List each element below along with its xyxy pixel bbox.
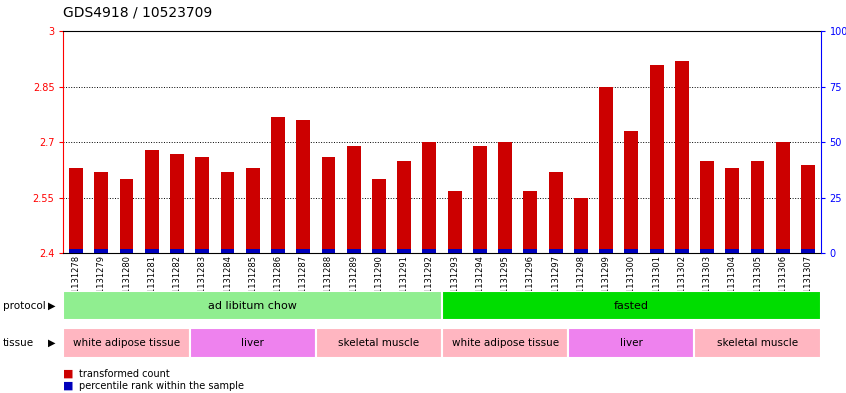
Bar [599, 87, 613, 253]
Bar [316, 328, 442, 358]
Bar [498, 249, 512, 253]
Bar [95, 172, 108, 253]
Bar [750, 161, 765, 253]
Bar [221, 172, 234, 253]
Text: ▶: ▶ [47, 338, 55, 348]
Bar [145, 150, 159, 253]
Bar [195, 249, 209, 253]
Bar [321, 157, 335, 253]
Bar [271, 117, 285, 253]
Bar [695, 328, 821, 358]
Bar [246, 249, 260, 253]
Bar [569, 328, 695, 358]
Bar [145, 249, 159, 253]
Bar [195, 157, 209, 253]
Bar [750, 249, 765, 253]
Text: ad libitum chow: ad libitum chow [208, 301, 297, 310]
Bar [448, 191, 462, 253]
Bar [442, 328, 569, 358]
Bar [473, 146, 486, 253]
Text: ■: ■ [63, 381, 74, 391]
Text: GDS4918 / 10523709: GDS4918 / 10523709 [63, 6, 212, 20]
Text: skeletal muscle: skeletal muscle [717, 338, 798, 348]
Bar [296, 249, 310, 253]
Text: liver: liver [620, 338, 643, 348]
Bar [650, 65, 663, 253]
Bar [801, 249, 815, 253]
Bar [549, 172, 563, 253]
Bar [347, 146, 360, 253]
Bar [650, 249, 663, 253]
Bar [95, 249, 108, 253]
Bar [69, 249, 83, 253]
Bar [801, 165, 815, 253]
Bar [725, 168, 739, 253]
Bar [624, 131, 638, 253]
Bar [725, 249, 739, 253]
Bar [321, 249, 335, 253]
Bar [296, 120, 310, 253]
Bar [372, 180, 386, 253]
Bar [574, 198, 588, 253]
Bar [119, 180, 134, 253]
Text: percentile rank within the sample: percentile rank within the sample [79, 381, 244, 391]
Text: skeletal muscle: skeletal muscle [338, 338, 420, 348]
Bar [524, 191, 537, 253]
Text: tissue: tissue [3, 338, 34, 348]
Bar [372, 249, 386, 253]
Bar [422, 142, 437, 253]
Bar [442, 291, 821, 320]
Text: white adipose tissue: white adipose tissue [452, 338, 558, 348]
Bar [448, 249, 462, 253]
Bar [271, 249, 285, 253]
Bar [221, 249, 234, 253]
Bar [69, 168, 83, 253]
Bar [119, 249, 134, 253]
Bar [524, 249, 537, 253]
Bar [776, 249, 789, 253]
Text: transformed count: transformed count [79, 369, 169, 379]
Bar [398, 249, 411, 253]
Text: white adipose tissue: white adipose tissue [73, 338, 180, 348]
Bar [549, 249, 563, 253]
Bar [398, 161, 411, 253]
Bar [776, 142, 789, 253]
Text: protocol: protocol [3, 301, 46, 310]
Text: ■: ■ [63, 369, 74, 379]
Text: fasted: fasted [614, 301, 649, 310]
Bar [700, 249, 714, 253]
Bar [473, 249, 486, 253]
Bar [347, 249, 360, 253]
Bar [422, 249, 437, 253]
Bar [675, 249, 689, 253]
Bar [63, 291, 442, 320]
Bar [700, 161, 714, 253]
Bar [675, 61, 689, 253]
Bar [170, 249, 184, 253]
Bar [246, 168, 260, 253]
Bar [599, 249, 613, 253]
Bar [624, 249, 638, 253]
Text: liver: liver [241, 338, 264, 348]
Bar [190, 328, 316, 358]
Text: ▶: ▶ [47, 301, 55, 310]
Bar [574, 249, 588, 253]
Bar [170, 154, 184, 253]
Bar [63, 328, 190, 358]
Bar [498, 142, 512, 253]
